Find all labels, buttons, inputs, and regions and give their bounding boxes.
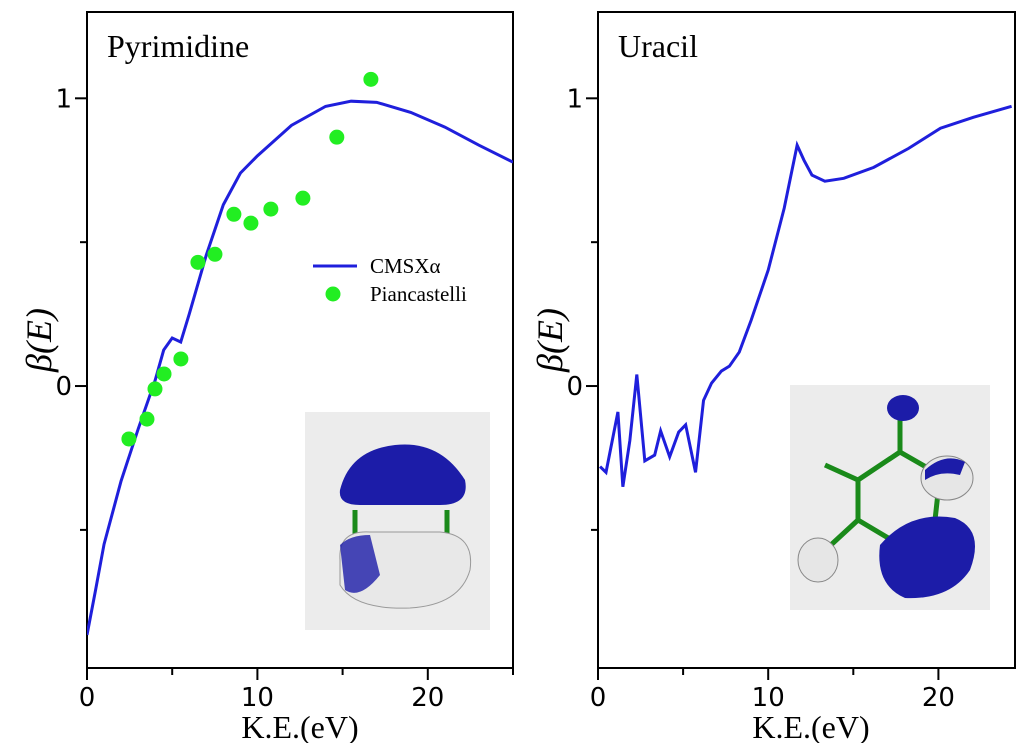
y-axis-label: β(E): [19, 308, 59, 373]
x-tick-label: 10: [241, 683, 274, 713]
molecule-uracil: [790, 385, 990, 610]
data-point: [295, 190, 311, 206]
data-point: [156, 366, 172, 382]
data-line: [598, 104, 1013, 487]
panel: 0 10 20 0 1 Uracil K.E.(eV) β(E): [530, 11, 1016, 743]
y-tick-label: 1: [566, 84, 583, 114]
data-point: [139, 411, 155, 427]
y-tick-label: 1: [55, 84, 72, 114]
y-axis-label: β(E): [530, 308, 570, 373]
legend-marker: [325, 286, 341, 302]
data-point: [121, 431, 137, 447]
x-axis-label: K.E.(eV): [752, 709, 869, 743]
data-point: [363, 71, 379, 87]
panel: 0 10 20 0 1 Pyrimidine K.E.(eV) β(E) CMSXα Pianca…: [19, 11, 514, 743]
x-tick-label: 20: [411, 683, 444, 713]
x-axis-label: K.E.(eV): [241, 709, 358, 743]
molecule-pyrimidine: [305, 412, 490, 630]
data-point: [243, 215, 259, 231]
y-tick-label: 0: [566, 372, 583, 402]
data-line: [87, 99, 513, 636]
panel-title: Pyrimidine: [107, 28, 249, 64]
data-point: [263, 201, 279, 217]
data-point: [226, 206, 242, 222]
data-point: [190, 254, 206, 270]
plot-frame: [597, 11, 1016, 669]
plot-frame: [86, 11, 514, 669]
data-point: [173, 351, 189, 367]
legend-label: CMSXα: [370, 254, 441, 278]
legend-label: Piancastelli: [370, 282, 467, 306]
data-point: [147, 381, 163, 397]
data-point: [207, 246, 223, 262]
x-tick-label: 0: [79, 683, 96, 713]
data-point: [329, 129, 345, 145]
panel-title: Uracil: [618, 28, 698, 64]
x-tick-label: 20: [922, 683, 955, 713]
x-tick-label: 0: [590, 683, 607, 713]
y-tick-label: 0: [55, 372, 72, 402]
x-tick-label: 10: [752, 683, 785, 713]
